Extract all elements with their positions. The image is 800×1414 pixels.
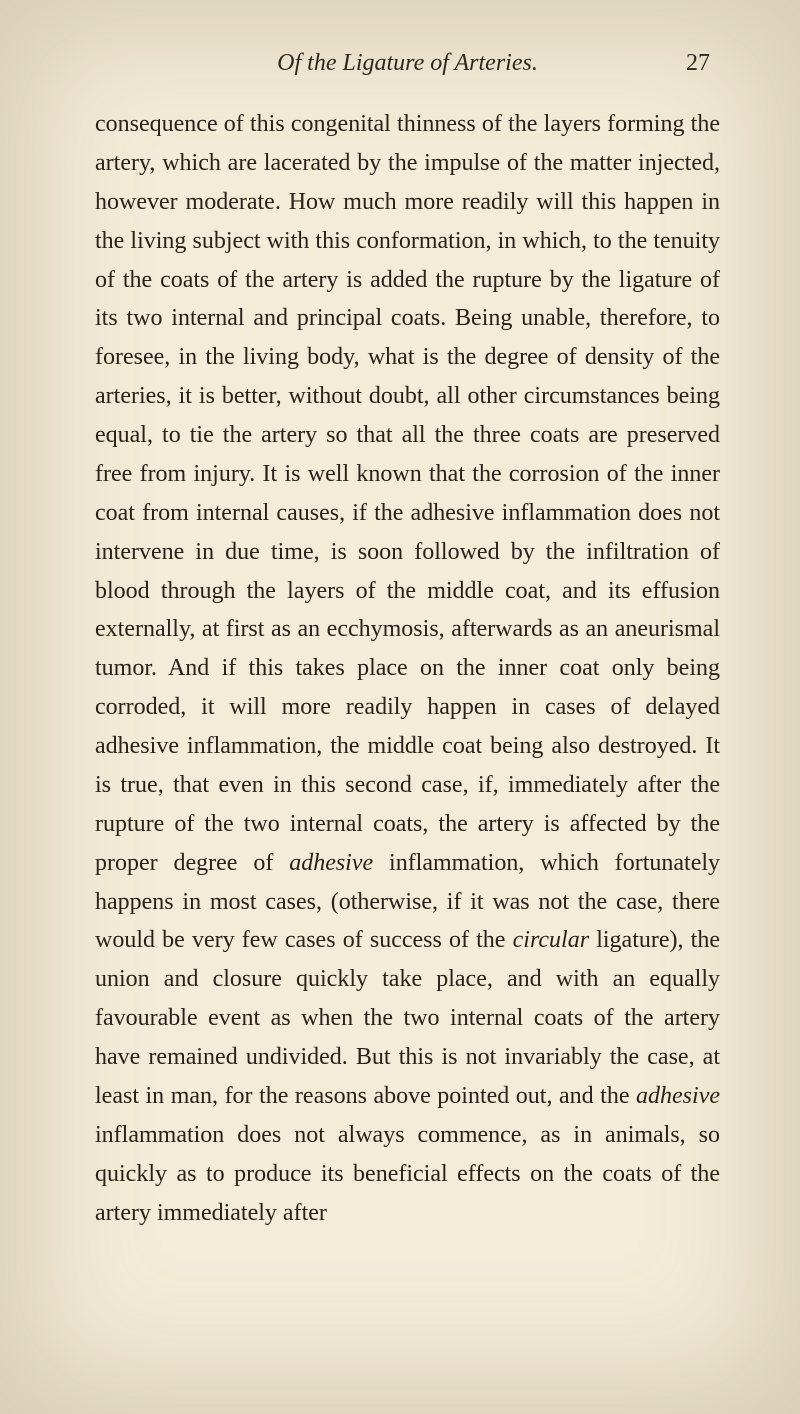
page-number: 27 — [670, 50, 710, 77]
body-text-1: consequence of this congenital thinness … — [95, 111, 720, 876]
italic-adhesive-2: adhesive — [636, 1083, 720, 1109]
running-title: Of the Ligature of Arteries. — [145, 50, 670, 77]
body-text-3: ligature), the union and closure quickly… — [95, 927, 720, 1109]
italic-adhesive-1: adhesive — [289, 850, 373, 876]
body-paragraph: consequence of this congenital thinness … — [95, 105, 720, 1232]
page-header: Of the Ligature of Arteries. 27 — [95, 50, 720, 77]
body-text-4: inflammation does not always commence, a… — [95, 1122, 720, 1226]
page-container: Of the Ligature of Arteries. 27 conseque… — [0, 0, 800, 1282]
italic-circular: circular — [513, 927, 589, 953]
